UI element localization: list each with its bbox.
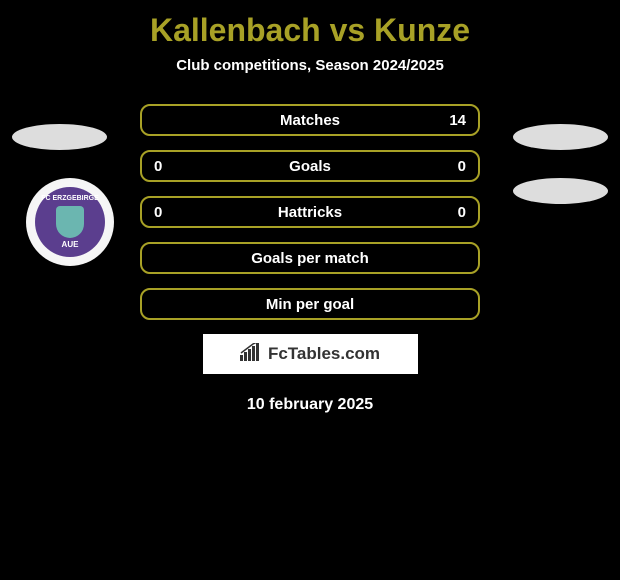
- stat-label: Goals per match: [251, 250, 369, 267]
- player-placeholder-left: [12, 124, 107, 150]
- player-placeholder-right-2: [513, 178, 608, 204]
- branding-box[interactable]: FcTables.com: [203, 334, 418, 374]
- player-placeholder-right-1: [513, 124, 608, 150]
- stat-value-right: 0: [436, 158, 466, 175]
- stat-value-right: 0: [436, 204, 466, 221]
- stat-row-goals: 0 Goals 0: [140, 150, 480, 182]
- page-title: Kallenbach vs Kunze: [0, 0, 620, 57]
- branding-text: FcTables.com: [268, 344, 380, 364]
- club-logo-text-bottom: AUE: [62, 240, 79, 249]
- stat-row-hattricks: 0 Hattricks 0: [140, 196, 480, 228]
- stat-label: Goals: [289, 158, 331, 175]
- stat-row-matches: Matches 14: [140, 104, 480, 136]
- page-subtitle: Club competitions, Season 2024/2025: [0, 57, 620, 104]
- stat-value-left: 0: [154, 158, 184, 175]
- club-logo-text-top: FC ERZGEBIRGE: [41, 195, 99, 202]
- club-logo-inner: FC ERZGEBIRGE AUE: [35, 187, 105, 257]
- stat-value-left: 0: [154, 204, 184, 221]
- club-logo-shield: [56, 206, 84, 238]
- stat-row-min-per-goal: Min per goal: [140, 288, 480, 320]
- club-logo: FC ERZGEBIRGE AUE: [26, 178, 114, 266]
- stat-label: Hattricks: [278, 204, 342, 221]
- stat-row-goals-per-match: Goals per match: [140, 242, 480, 274]
- bar-chart-icon: [240, 343, 262, 366]
- stat-value-right: 14: [436, 112, 466, 129]
- comparison-card: Kallenbach vs Kunze Club competitions, S…: [0, 0, 620, 414]
- stat-label: Min per goal: [266, 296, 354, 313]
- stats-container: Matches 14 0 Goals 0 0 Hattricks 0 Goals…: [140, 104, 480, 320]
- stat-label: Matches: [280, 112, 340, 129]
- footer-date: 10 february 2025: [0, 396, 620, 414]
